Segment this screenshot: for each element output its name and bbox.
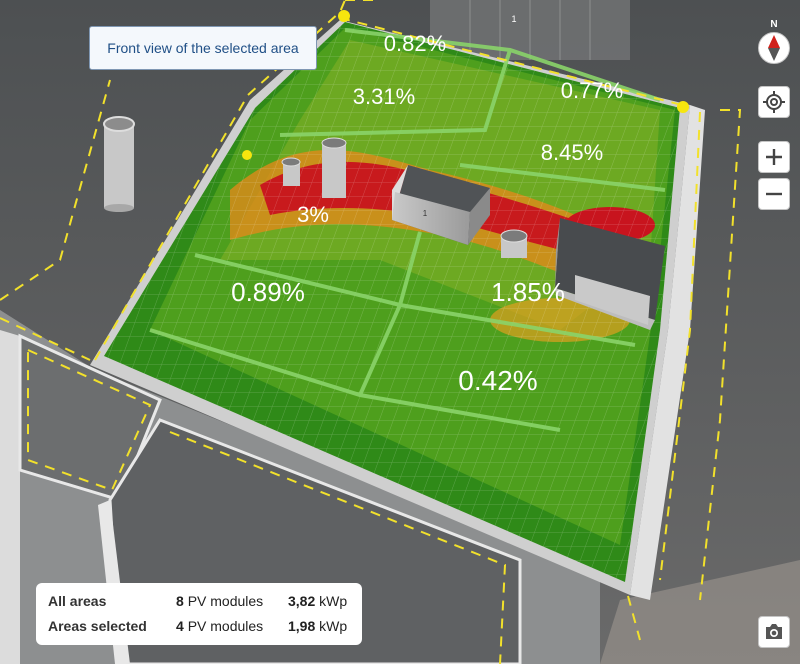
main-building-wall-right xyxy=(630,105,705,600)
area-loss-mid-right: 8.45% xyxy=(541,140,603,165)
summary-row-all: All areas 8 PV modules 3,82 kWp xyxy=(48,589,350,614)
outline-vertex-markers[interactable] xyxy=(242,10,689,160)
camera-icon xyxy=(766,624,782,639)
compass-needle-icon[interactable] xyxy=(758,32,790,64)
locate-button[interactable] xyxy=(758,86,790,118)
pv-summary-panel: All areas 8 PV modules 3,82 kWp Areas se… xyxy=(36,583,362,645)
compass-control[interactable]: N xyxy=(758,18,790,68)
front-view-tooltip: Front view of the selected area xyxy=(89,26,317,70)
summary-label: Areas selected xyxy=(48,618,147,634)
lower-building-wall-left xyxy=(0,330,20,664)
area-loss-upper-right: 0.77% xyxy=(561,78,623,103)
summary-row-selected: Areas selected 4 PV modules 1,98 kWp xyxy=(48,614,350,639)
area-loss-lower-right: 1.85% xyxy=(491,277,565,307)
north-label: N xyxy=(770,19,778,30)
zoom-out-button[interactable] xyxy=(758,178,790,210)
box-label: 1 xyxy=(423,209,428,218)
lower-area-outline xyxy=(0,317,507,664)
roof-area-outline xyxy=(0,0,742,641)
street-area xyxy=(600,560,800,664)
area-loss-bottom-center: 0.42% xyxy=(458,365,537,396)
power-value: 1,98 kWp xyxy=(288,618,348,634)
minus-icon xyxy=(766,192,782,196)
neighbor-label: 1 xyxy=(511,14,516,24)
area-loss-labels: 0.82% 3.31% 0.77% 8.45% 3% 0.89% 1.85% 0… xyxy=(231,31,623,396)
area-loss-mid-center: 3% xyxy=(297,202,329,227)
modules-count: 8 PV modules xyxy=(176,593,264,609)
power-value: 3,82 kWp xyxy=(288,593,348,609)
vent-pipes xyxy=(103,116,528,258)
area-loss-top-center: 0.82% xyxy=(384,31,446,56)
area-dividers xyxy=(149,28,666,432)
crosshair-icon xyxy=(763,91,785,113)
area-loss-lower-left: 0.89% xyxy=(231,277,305,307)
modules-count: 4 PV modules xyxy=(176,618,264,634)
screenshot-button[interactable] xyxy=(758,616,790,648)
summary-label: All areas xyxy=(48,593,107,609)
area-loss-upper-left: 3.31% xyxy=(353,84,415,109)
plus-icon xyxy=(766,149,782,165)
roof-structure-box: 1 xyxy=(392,165,490,245)
zoom-in-button[interactable] xyxy=(758,141,790,173)
roof-structure-right xyxy=(555,218,665,330)
